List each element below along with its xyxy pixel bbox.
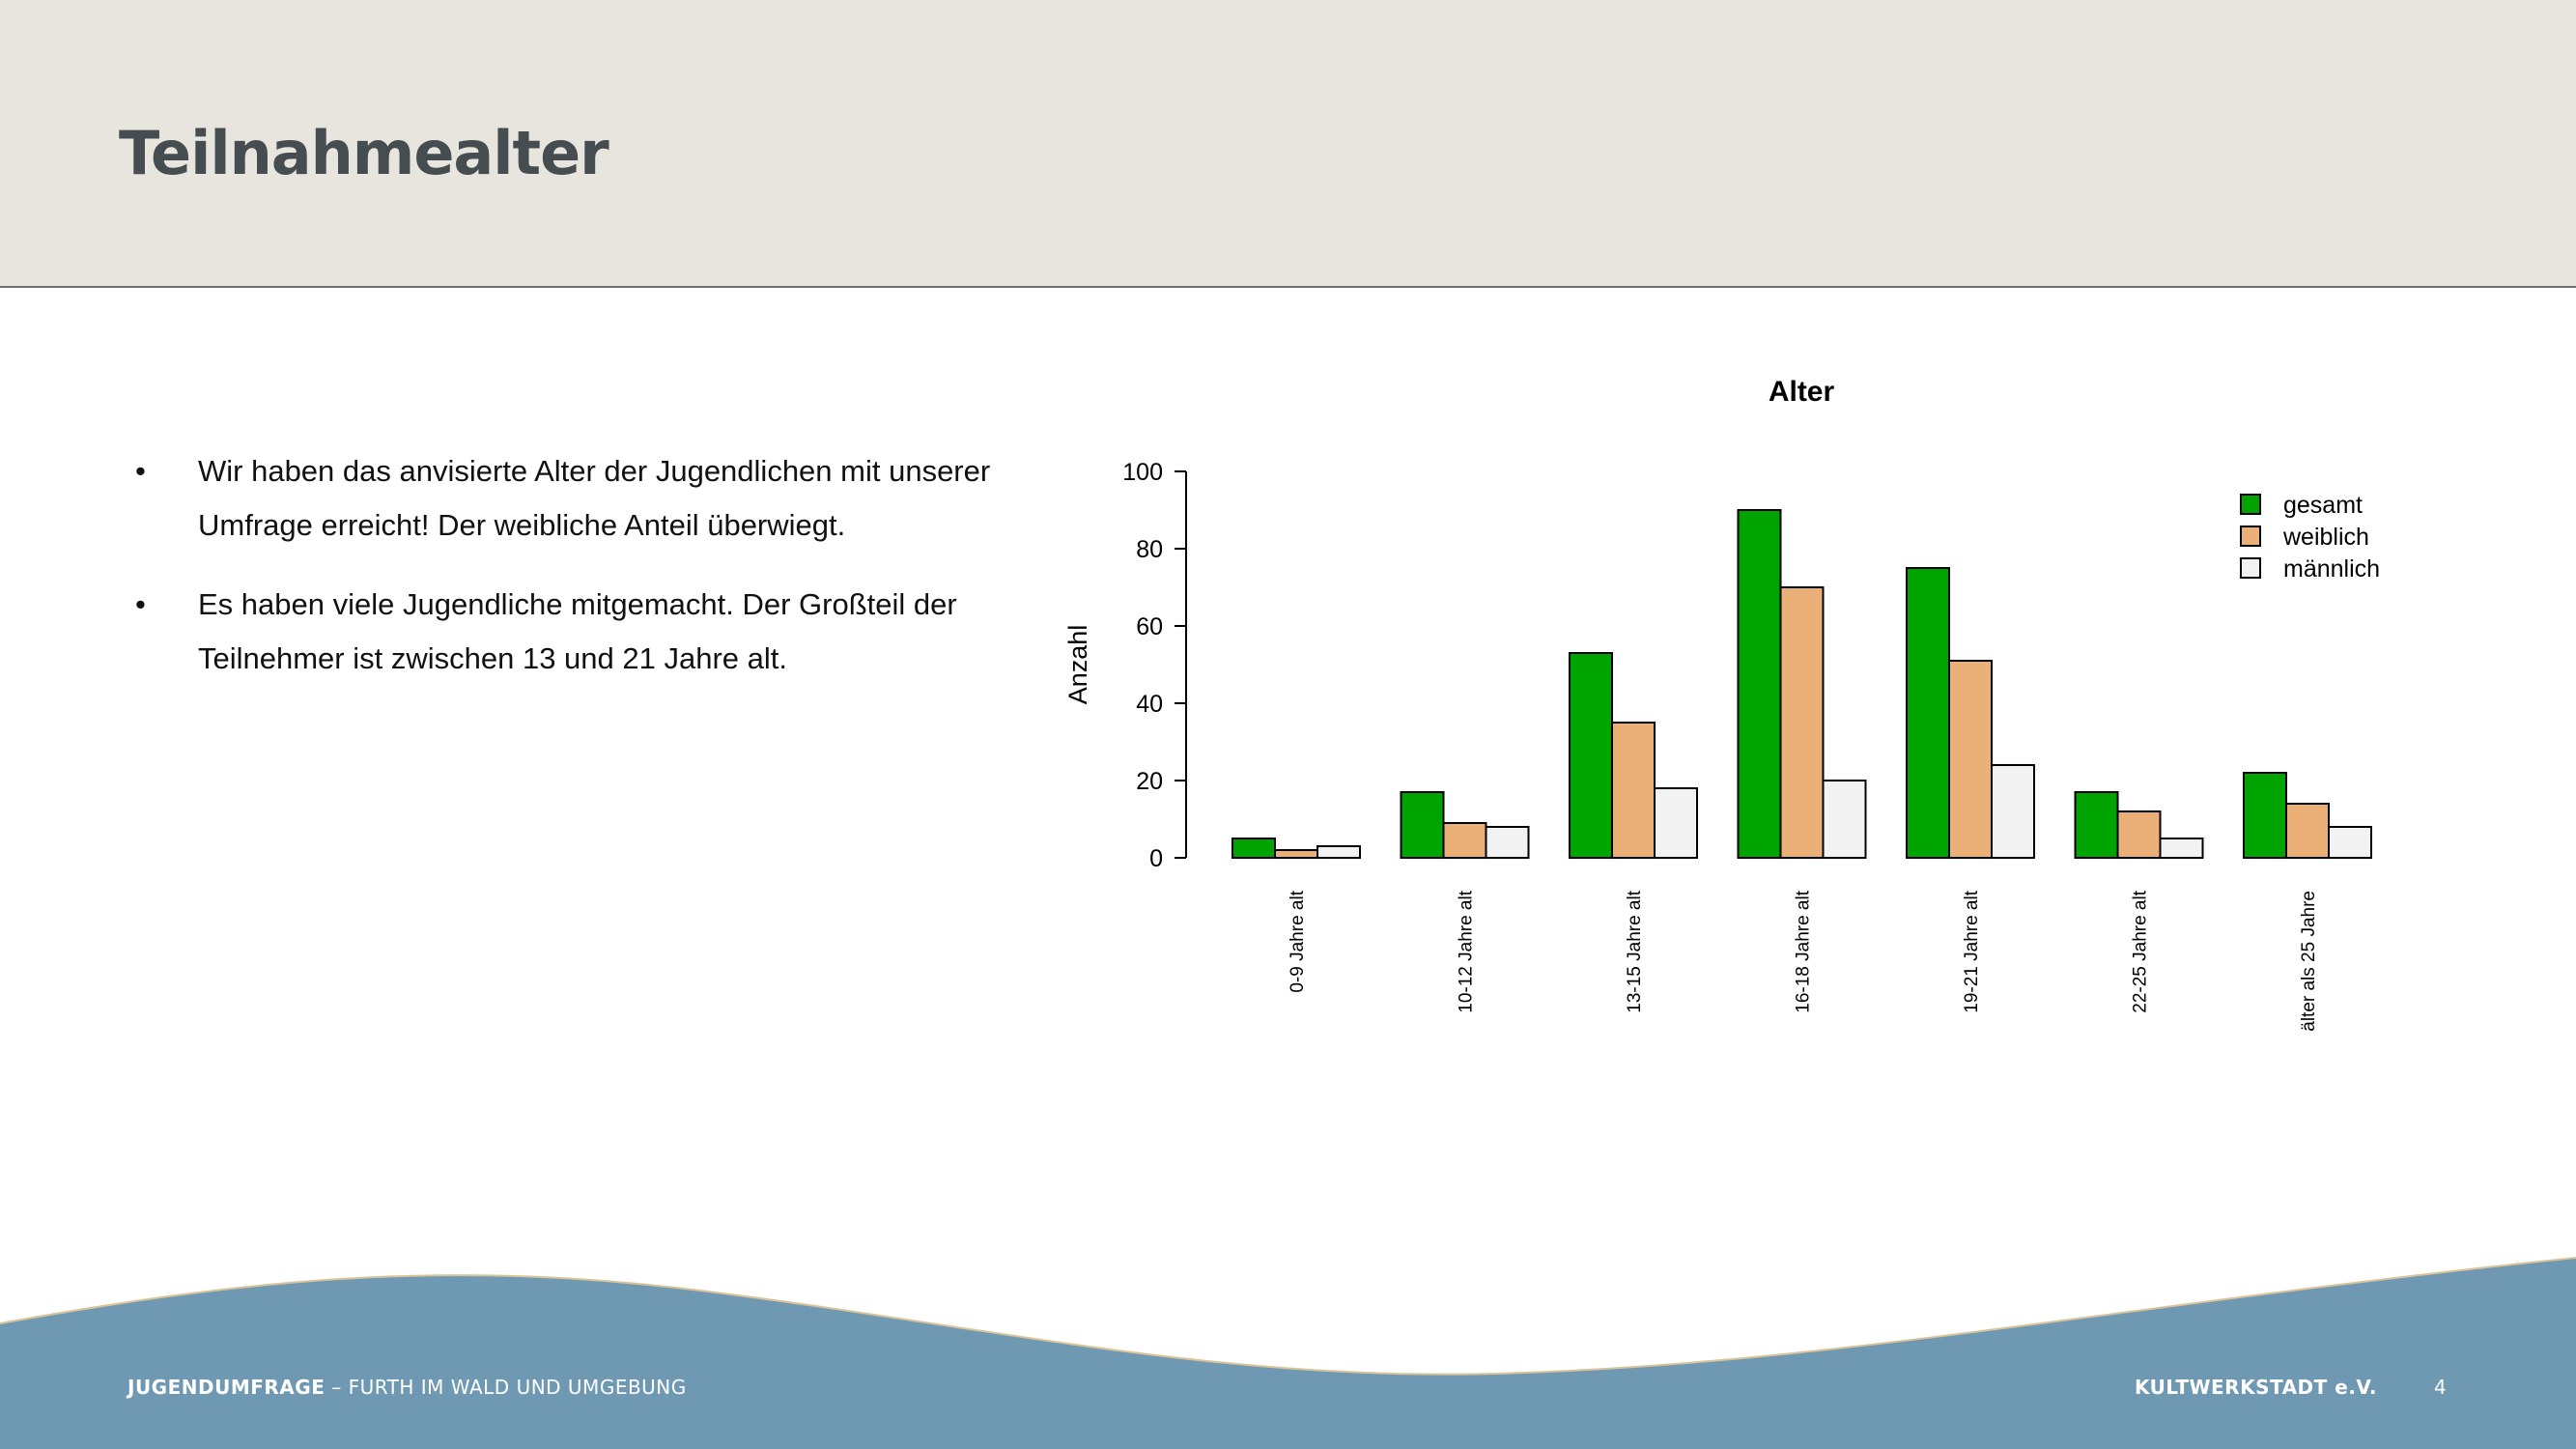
bar-männlich — [2159, 838, 2204, 859]
legend-label: weiblich — [2282, 524, 2369, 551]
bar-männlich — [1991, 764, 2035, 859]
bar-männlich — [1485, 826, 1530, 859]
bar-weiblich — [1948, 660, 1993, 859]
x-tick-label: 13-15 Jahre alt — [1625, 890, 1645, 1012]
legend-swatch-männlich — [2240, 557, 2261, 579]
bullet-text: Wir haben das anvisierte Alter der Jugen… — [198, 454, 991, 542]
footer-location: – FURTH IM WALD UND UMGEBUNG — [325, 1376, 687, 1399]
y-tick-label: 100 — [1122, 459, 1163, 486]
footer-organization: KULTWERKSTADT e.V. — [2135, 1376, 2377, 1399]
y-tick-label: 0 — [1149, 845, 1163, 872]
x-tick-label: 16-18 Jahre alt — [1794, 890, 1814, 1012]
age-bar-chart: Alter 0 20 40 60 80 100 Anzahl 0-9 Jahre alt 10-1… — [1063, 376, 2380, 1032]
slide-title: Teilnahmealter — [119, 118, 609, 188]
legend-swatch-gesamt — [2240, 494, 2261, 515]
bar-gesamt — [1737, 509, 1782, 859]
bar-weiblich — [1442, 822, 1487, 859]
x-tick-label: 0-9 Jahre alt — [1288, 890, 1308, 992]
bullet-icon: • — [135, 587, 146, 621]
x-tick-label: 19-21 Jahre alt — [1962, 890, 1982, 1012]
bar-gesamt — [1400, 791, 1445, 859]
chart-title: Alter — [1769, 376, 1835, 408]
page-number: 4 — [2434, 1376, 2447, 1399]
bar-männlich — [1654, 787, 1698, 859]
bar-gesamt — [2074, 791, 2119, 859]
bar-männlich — [1822, 780, 1867, 859]
bullet-list: • Wir haben das anvisierte Alter der Jug… — [135, 444, 1005, 711]
bar-männlich — [1316, 845, 1361, 859]
legend-label: gesamt — [2283, 492, 2363, 519]
bar-gesamt — [1231, 838, 1276, 859]
footer-wave — [0, 1257, 2576, 1449]
bar-weiblich — [1611, 722, 1656, 859]
footer-left-text: JUGENDUMFRAGE – FURTH IM WALD UND UMGEBU… — [127, 1376, 687, 1399]
bar-weiblich — [1274, 849, 1318, 859]
y-tick-label: 20 — [1136, 768, 1163, 795]
footer-wave-shape — [0, 1258, 2576, 1449]
y-tick-label: 40 — [1136, 691, 1163, 718]
y-axis-label: Anzahl — [1063, 625, 1092, 705]
bullet-item: • Wir haben das anvisierte Alter der Jug… — [135, 444, 1005, 553]
bar-weiblich — [2285, 803, 2330, 859]
bullet-icon: • — [135, 454, 146, 488]
bar-weiblich — [2116, 810, 2162, 859]
bullet-text: Es haben viele Jugendliche mitgemacht. D… — [198, 587, 957, 675]
header-band: Teilnahmealter — [0, 0, 2576, 288]
bar-weiblich — [1779, 586, 1825, 859]
y-tick-label: 60 — [1136, 613, 1163, 640]
x-tick-label: 10-12 Jahre alt — [1457, 890, 1477, 1012]
x-tick-label: 22-25 Jahre alt — [2131, 890, 2151, 1012]
footer-project-name: JUGENDUMFRAGE — [127, 1376, 326, 1399]
bar-gesamt — [1569, 652, 1613, 859]
bar-gesamt — [1906, 567, 1950, 859]
y-tick-label: 80 — [1136, 536, 1163, 563]
bar-gesamt — [2243, 772, 2287, 859]
bar-männlich — [2328, 826, 2372, 859]
legend-label: männlich — [2283, 555, 2380, 582]
footer-wave-line — [0, 1257, 2576, 1376]
x-tick-label: älter als 25 Jahre — [2299, 891, 2319, 1032]
bullet-item: • Es haben viele Jugendliche mitgemacht.… — [135, 578, 1005, 686]
legend-swatch-weiblich — [2240, 526, 2261, 547]
